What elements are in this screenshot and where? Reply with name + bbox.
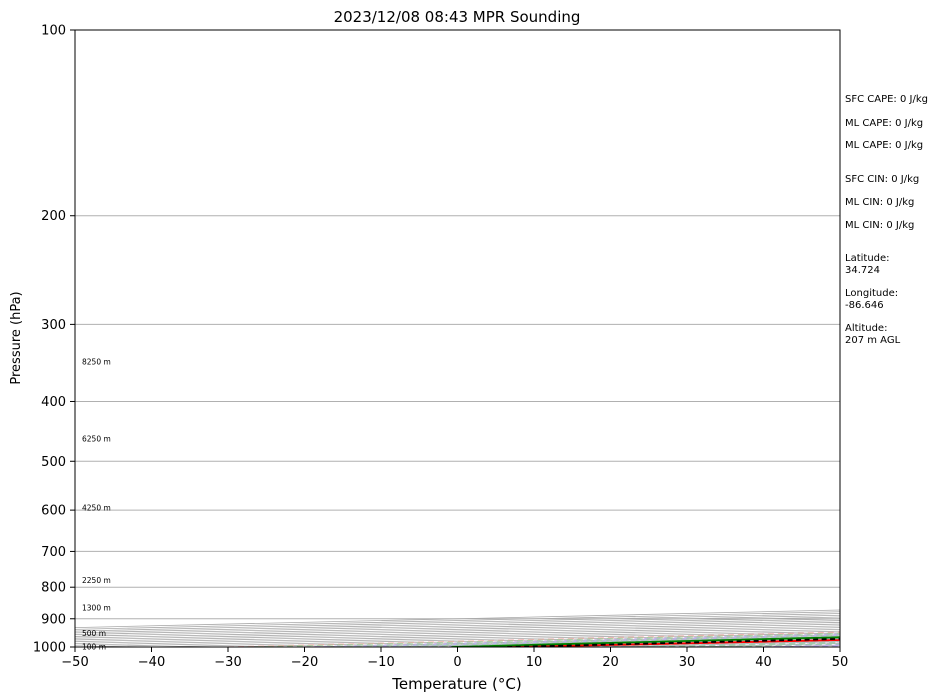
height-label: 100 m <box>82 643 106 652</box>
x-tick-label: −30 <box>214 655 241 670</box>
x-axis: −50 −40 −30 −20 −10 0 10 20 30 40 50 <box>61 647 848 670</box>
x-tick-label: −20 <box>291 655 318 670</box>
x-tick-label: 40 <box>755 655 772 670</box>
index-ml-cape: ML CAPE: 0 J/kg <box>845 118 923 129</box>
y-tick-label: 200 <box>41 209 66 224</box>
y-tick-label: 300 <box>41 318 66 333</box>
x-tick-label: 0 <box>453 655 461 670</box>
x-tick-label: −10 <box>367 655 394 670</box>
y-tick-label: 500 <box>41 455 66 470</box>
height-labels: 100 m 500 m 1300 m 2250 m 4250 m 6250 m 8250 m <box>82 357 111 651</box>
y-tick-label: 100 <box>41 24 66 39</box>
longitude-label: Longitude: <box>845 288 898 299</box>
index-ml-cape-2: ML CAPE: 0 J/kg <box>845 140 923 151</box>
height-label: 6250 m <box>82 434 111 443</box>
height-label: 500 m <box>82 629 106 638</box>
index-ml-cin: ML CIN: 0 J/kg <box>845 197 914 208</box>
y-axis-label: Pressure (hPa) <box>9 291 24 384</box>
index-sfc-cape: SFC CAPE: 0 J/kg <box>845 94 928 105</box>
y-tick-label: 700 <box>41 545 66 560</box>
plot-area <box>75 30 840 647</box>
latitude-label: Latitude: <box>845 253 890 264</box>
x-tick-label: 10 <box>526 655 543 670</box>
altitude-value: 207 m AGL <box>845 335 901 346</box>
index-sfc-cin: SFC CIN: 0 J/kg <box>845 174 919 185</box>
y-axis: 100 200 300 400 500 600 700 800 900 1000 <box>33 24 75 656</box>
y-tick-label: 1000 <box>33 641 66 656</box>
y-tick-label: 800 <box>41 581 66 596</box>
height-label: 8250 m <box>82 357 111 366</box>
x-tick-label: −50 <box>61 655 88 670</box>
y-tick-label: 600 <box>41 504 66 519</box>
x-tick-label: 30 <box>679 655 696 670</box>
height-label: 1300 m <box>82 604 111 613</box>
altitude-label: Altitude: <box>845 323 887 334</box>
x-tick-label: 50 <box>832 655 849 670</box>
x-tick-label: −40 <box>138 655 165 670</box>
y-tick-label: 400 <box>41 395 66 410</box>
chart-title: 2023/12/08 08:43 MPR Sounding <box>334 8 581 26</box>
height-label: 2250 m <box>82 576 111 585</box>
x-tick-label: 20 <box>602 655 619 670</box>
latitude-value: 34.724 <box>845 265 880 276</box>
indices-panel: SFC CAPE: 0 J/kg ML CAPE: 0 J/kg ML CAPE… <box>845 94 928 346</box>
height-label: 4250 m <box>82 503 111 512</box>
index-ml-cin-2: ML CIN: 0 J/kg <box>845 220 914 231</box>
y-tick-label: 900 <box>41 612 66 627</box>
x-axis-label: Temperature (°C) <box>391 675 521 693</box>
longitude-value: -86.646 <box>845 300 884 311</box>
